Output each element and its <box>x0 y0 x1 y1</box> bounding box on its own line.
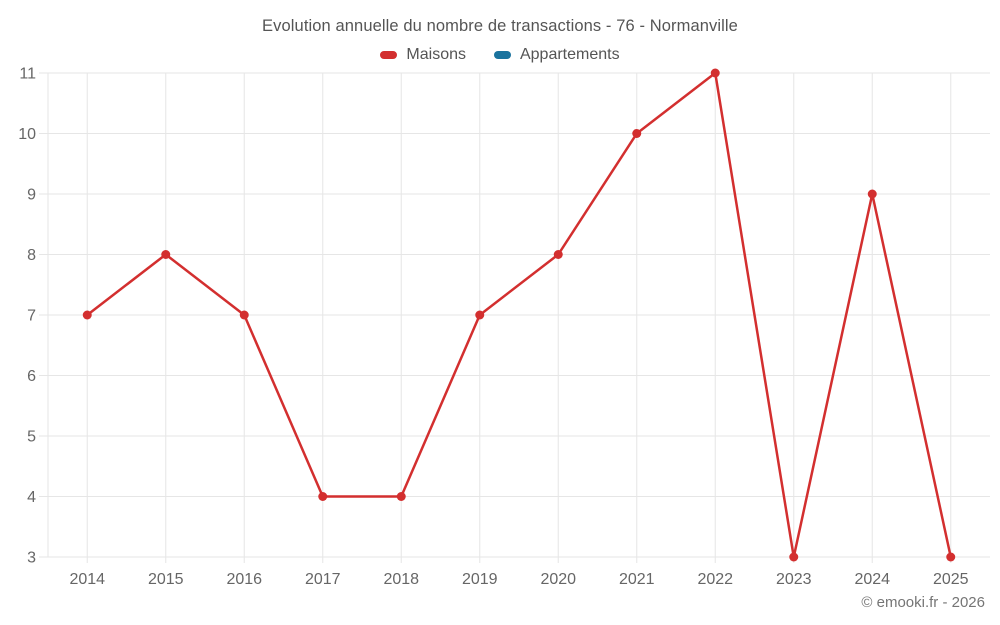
credit-text: © emooki.fr - 2026 <box>861 594 985 611</box>
y-axis-tick-label: 10 <box>18 126 36 143</box>
chart-title: Evolution annuelle du nombre de transact… <box>262 17 738 35</box>
legend-label-maisons: Maisons <box>406 46 466 63</box>
data-point[interactable] <box>239 310 249 320</box>
x-axis-tick-label: 2018 <box>383 571 419 588</box>
x-axis-tick-label: 2019 <box>462 571 498 588</box>
y-axis-tick-label: 11 <box>19 66 36 83</box>
data-point[interactable] <box>553 250 563 259</box>
data-point[interactable] <box>946 552 956 562</box>
x-axis-tick-label: 2017 <box>305 571 341 588</box>
data-point[interactable] <box>475 310 485 320</box>
x-axis-tick-label: 2016 <box>226 571 262 588</box>
data-point[interactable] <box>632 129 642 138</box>
series-line-maisons <box>86 71 952 559</box>
legend-marker-maisons-icon <box>380 51 398 59</box>
legend-item-maisons[interactable]: Maisons <box>380 46 466 64</box>
legend: Maisons Appartements <box>0 46 1000 64</box>
data-point[interactable] <box>161 250 171 259</box>
data-point[interactable] <box>867 189 877 199</box>
y-axis-tick-label: 7 <box>27 308 36 325</box>
y-axis-tick-label: 8 <box>27 247 36 264</box>
data-point[interactable] <box>82 310 92 320</box>
y-axis-tick-label: 5 <box>27 429 36 446</box>
x-axis-tick-label: 2023 <box>776 571 812 588</box>
x-axis-tick-label: 2015 <box>148 571 184 588</box>
x-axis-tick-label: 2024 <box>854 571 890 588</box>
data-point[interactable] <box>710 68 720 78</box>
y-axis-tick-label: 9 <box>27 187 36 204</box>
x-axis-tick-label: 2020 <box>540 571 576 588</box>
y-axis-tick-label: 3 <box>27 550 36 567</box>
x-axis-tick-label: 2014 <box>69 571 105 588</box>
x-axis-tick-label: 2025 <box>933 571 969 588</box>
legend-marker-appartements-icon <box>493 51 511 59</box>
x-axis-tick-label: 2022 <box>697 571 733 588</box>
data-point[interactable] <box>789 552 799 562</box>
y-axis-tick-label: 4 <box>27 489 36 506</box>
data-point[interactable] <box>318 492 328 501</box>
y-axis-tick-label: 6 <box>27 368 36 385</box>
legend-label-appartements: Appartements <box>519 46 620 63</box>
legend-item-appartements[interactable]: Appartements <box>493 46 620 64</box>
x-axis-tick-label: 2021 <box>619 571 655 588</box>
data-point[interactable] <box>396 492 406 501</box>
